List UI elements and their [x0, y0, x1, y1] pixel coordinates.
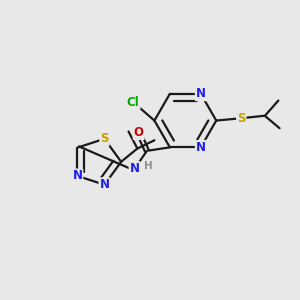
Text: S: S: [237, 112, 245, 125]
Text: N: N: [130, 162, 140, 175]
Text: N: N: [196, 141, 206, 154]
Text: S: S: [100, 132, 109, 145]
Text: N: N: [73, 169, 82, 182]
Text: N: N: [196, 87, 206, 100]
Text: Cl: Cl: [127, 96, 140, 109]
Text: N: N: [100, 178, 110, 191]
Text: O: O: [134, 126, 144, 139]
Text: H: H: [144, 160, 153, 171]
